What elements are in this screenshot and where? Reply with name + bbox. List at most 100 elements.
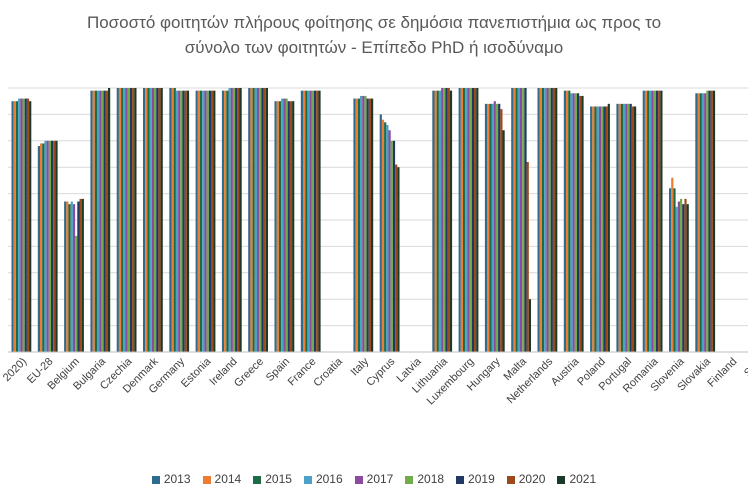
bar-2013-czechia: [116, 88, 119, 352]
bar-2014-czechia: [118, 88, 122, 352]
bar-2017-lithuania: [441, 88, 444, 352]
bar-2017-cyprus: [388, 130, 391, 352]
bar-2015-estonia: [200, 90, 203, 352]
bar-2017-denmark: [151, 88, 154, 352]
bar-2019-germany: [182, 90, 185, 352]
bar-2020-cyprus: [395, 164, 398, 352]
bar-2019-czechia: [129, 88, 133, 352]
bar-2013-eu-28: [37, 146, 40, 352]
bar-2014-denmark: [145, 88, 148, 352]
bar-2018-portugal: [627, 103, 630, 352]
bar-2017-poland: [598, 106, 602, 352]
x-tick-label: Italy: [348, 355, 371, 378]
bar-2016-poland: [596, 106, 599, 352]
bar-2019-portugal: [629, 103, 632, 352]
legend-item: 2019: [456, 472, 495, 486]
bar-2015-lithuania: [436, 90, 439, 352]
bar-2018-france: [311, 90, 314, 352]
bar-2014-austria: [566, 90, 569, 352]
bar-2014-2020-: [13, 101, 16, 352]
bar-2021-romania: [660, 90, 663, 352]
bar-2014-greece: [250, 88, 253, 352]
bar-2019-greece: [261, 88, 264, 352]
bar-2017-austria: [572, 93, 575, 352]
bar-2016-italy: [360, 95, 363, 353]
bar-2015-poland: [594, 106, 597, 352]
bar-2015-slovakia: [699, 93, 702, 352]
bar-2020-bulgaria: [105, 90, 108, 352]
bar-2016-france: [307, 90, 310, 352]
bar-2021-lithuania: [449, 90, 453, 352]
bar-2018-romania: [653, 90, 656, 352]
bar-2021-malta: [528, 299, 531, 352]
bar-2018-ireland: [232, 88, 236, 352]
bar-2014-luxembourg: [460, 88, 463, 352]
bar-2021-spain: [292, 101, 295, 352]
bar-2013-poland: [590, 106, 593, 352]
bar-2018-eu-28: [48, 140, 51, 352]
bar-2018-germany: [180, 90, 183, 352]
legend-item: 2014: [202, 472, 241, 486]
bar-2017-bulgaria: [99, 90, 102, 352]
bar-2014-netherlands: [539, 88, 542, 352]
bar-2021-denmark: [160, 88, 163, 352]
bar-2020-ireland: [237, 88, 240, 352]
bar-2017-greece: [257, 88, 260, 352]
bar-2020-eu-28: [53, 140, 56, 352]
bar-2017-france: [309, 90, 312, 352]
bar-2014-italy: [355, 98, 358, 352]
bar-2017-slovenia: [677, 201, 680, 352]
bar-2018-belgium: [75, 235, 78, 352]
bar-2015-denmark: [147, 88, 150, 352]
bar-2019-slovenia: [682, 204, 685, 352]
bar-2019-luxembourg: [471, 88, 474, 352]
legend-item: 2020: [506, 472, 545, 486]
bar-2018-denmark: [154, 88, 157, 352]
legend-item: 2021: [557, 472, 596, 486]
bar-2020-lithuania: [447, 88, 450, 352]
x-tick-label: Estonia: [179, 355, 214, 390]
bar-2015-ireland: [226, 90, 229, 352]
bar-2019-belgium: [77, 201, 80, 352]
bar-2016-czechia: [123, 88, 126, 352]
bar-2013-portugal: [616, 103, 619, 352]
bar-2013-slovenia: [669, 188, 672, 352]
bar-2016-lithuania: [438, 90, 442, 352]
bar-2021-2020-: [29, 101, 32, 352]
bar-2013-cyprus: [379, 114, 382, 353]
bar-2017-belgium: [72, 204, 76, 352]
bar-2018-2020-: [22, 98, 25, 352]
bar-2013-belgium: [64, 201, 67, 352]
bar-2013-luxembourg: [458, 88, 461, 352]
bar-2017-hungary: [493, 101, 496, 352]
bar-2013-malta: [511, 88, 514, 352]
legend-label: 2021: [569, 472, 597, 486]
x-tick-label: 2020): [1, 356, 29, 384]
bar-2020-poland: [605, 106, 608, 352]
bar-2018-lithuania: [443, 88, 446, 352]
x-tick-label: Cyprus: [364, 355, 397, 388]
legend-label: 2016: [315, 472, 343, 486]
legend-label: 2019: [468, 472, 495, 486]
bar-2018-estonia: [206, 90, 209, 352]
bar-2013-netherlands: [537, 88, 540, 352]
bar-2013-2020-: [11, 101, 14, 352]
bar-2017-estonia: [204, 90, 207, 352]
legend-swatch: [506, 475, 515, 484]
bar-2021-bulgaria: [108, 88, 111, 352]
bar-2015-germany: [173, 88, 176, 352]
bar-2020-italy: [368, 98, 371, 352]
x-tick-label: Croatia: [311, 355, 345, 389]
bar-2018-greece: [259, 88, 262, 352]
bar-2021-estonia: [213, 90, 216, 352]
bar-2017-2020-: [20, 98, 23, 352]
bar-2016-portugal: [623, 103, 626, 352]
bar-2021-austria: [581, 95, 584, 353]
bar-2013-romania: [642, 90, 645, 352]
bar-2021-eu-28: [55, 140, 58, 352]
bar-2013-ireland: [221, 90, 225, 352]
bar-2016-greece: [254, 88, 257, 352]
bar-2019-estonia: [208, 90, 211, 352]
bar-2014-hungary: [487, 103, 490, 352]
bar-2015-bulgaria: [94, 90, 97, 352]
